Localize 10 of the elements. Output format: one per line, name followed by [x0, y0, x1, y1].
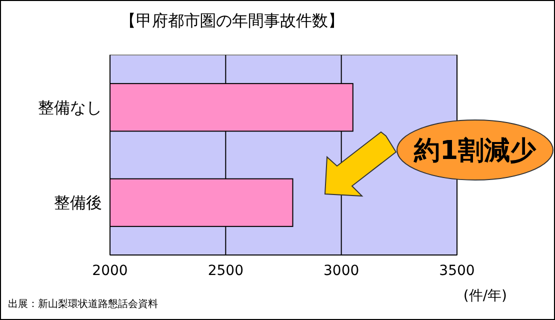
text: 出展：新山梨環状道路懇話会資料 [8, 298, 158, 310]
y-tick-label: 整備後 [54, 193, 102, 212]
chart-title: 【甲府都市圏の年間事故件数】 [120, 11, 344, 30]
x-tick-label: 3000 [324, 263, 360, 279]
x-tick-label: 2500 [208, 263, 244, 279]
x-tick-label: 3500 [439, 263, 475, 279]
y-tick-label: 整備なし [38, 98, 102, 117]
annotation: 約1割減少 [412, 136, 538, 166]
x-axis-title: (件/年) [463, 288, 507, 304]
x-tick-label: 2000 [92, 263, 128, 279]
